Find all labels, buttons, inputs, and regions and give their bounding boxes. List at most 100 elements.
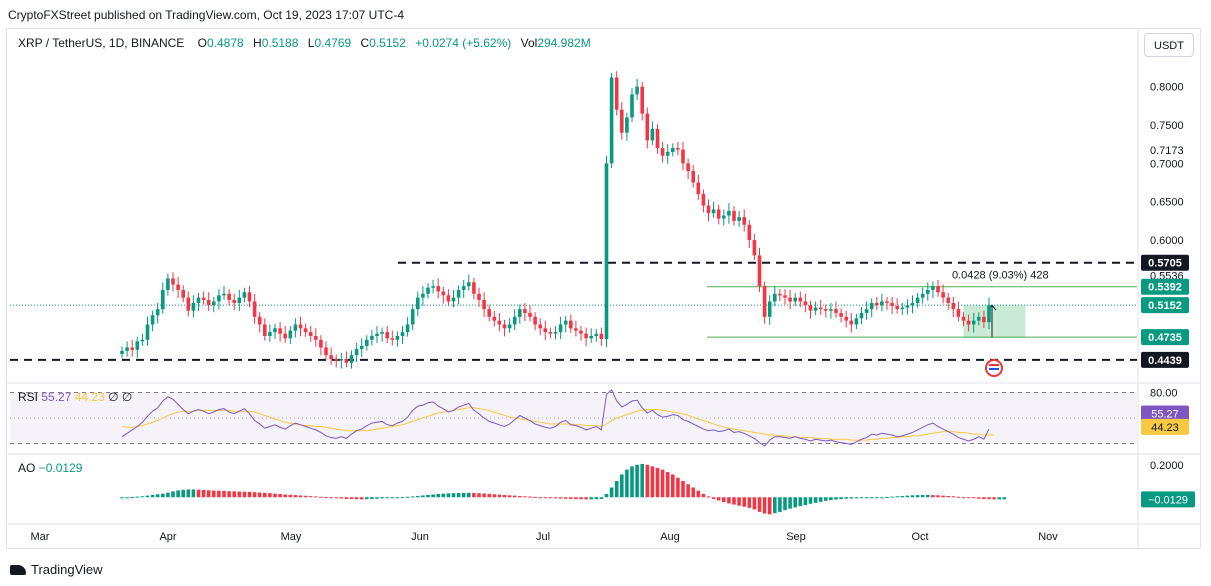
candle-body bbox=[793, 297, 797, 302]
candle-body bbox=[222, 293, 226, 296]
candle-body bbox=[212, 301, 216, 306]
ao-bar bbox=[757, 497, 762, 512]
candle-body bbox=[849, 320, 854, 325]
candle-body bbox=[900, 307, 905, 310]
ao-bar bbox=[875, 497, 879, 499]
ao-bar bbox=[518, 495, 522, 498]
ao-bar bbox=[487, 493, 491, 498]
price-label-text: 0.5392 bbox=[1148, 282, 1182, 294]
candle-body bbox=[150, 315, 155, 325]
candle-body bbox=[334, 358, 338, 361]
ao-bar bbox=[635, 464, 639, 498]
candle-body bbox=[574, 328, 578, 331]
volume-label: Vol bbox=[520, 36, 538, 50]
ao-name[interactable]: AO bbox=[18, 461, 36, 475]
candle-body bbox=[711, 209, 716, 214]
ao-bar bbox=[569, 497, 573, 499]
ao-bar bbox=[788, 497, 792, 509]
candle-body bbox=[936, 286, 940, 293]
candle-body bbox=[625, 117, 629, 133]
ao-bar bbox=[722, 497, 726, 503]
candle-body bbox=[727, 210, 731, 216]
candle-body bbox=[303, 328, 308, 333]
ao-bar bbox=[915, 495, 920, 498]
ao-bar bbox=[732, 497, 736, 505]
rsi-tick-label: 80.00 bbox=[1150, 388, 1178, 400]
ao-bar bbox=[839, 497, 843, 500]
symbol-title[interactable]: XRP / TetherUS, 1D, BINANCE bbox=[18, 36, 185, 50]
candle-body bbox=[416, 297, 420, 310]
candle-body bbox=[319, 339, 323, 348]
candle-body bbox=[278, 328, 282, 334]
candle-body bbox=[263, 324, 267, 336]
candle-body bbox=[171, 278, 175, 285]
candle-body bbox=[467, 282, 471, 287]
ao-bar bbox=[752, 497, 757, 510]
candle-body bbox=[242, 292, 247, 298]
candle-body bbox=[762, 286, 767, 317]
rsi-ma-text: 44.23 bbox=[1151, 422, 1179, 434]
ao-bar bbox=[120, 497, 124, 499]
candle-body bbox=[931, 286, 935, 290]
month-tick-label: Oct bbox=[911, 531, 928, 543]
candle-body bbox=[798, 297, 803, 302]
candle-body bbox=[293, 324, 298, 331]
rsi-empty-1: ∅ bbox=[108, 390, 119, 404]
ao-bar bbox=[161, 493, 165, 498]
candle-body bbox=[247, 292, 252, 302]
candle-body bbox=[757, 255, 762, 287]
ao-bar bbox=[237, 491, 242, 498]
ao-bar bbox=[803, 497, 808, 506]
tradingview-logo[interactable]: TradingView bbox=[10, 562, 103, 577]
candle-body bbox=[400, 332, 405, 336]
ao-bar bbox=[303, 495, 308, 498]
ao-bar bbox=[365, 497, 369, 500]
ao-bar bbox=[711, 497, 716, 499]
ao-bar bbox=[181, 489, 185, 498]
ao-bar bbox=[977, 497, 981, 499]
candle-body bbox=[599, 333, 604, 340]
candle-body bbox=[161, 289, 165, 310]
ao-bar bbox=[472, 493, 476, 498]
ao-bar bbox=[706, 496, 711, 498]
ao-bar bbox=[961, 497, 966, 499]
ao-bar bbox=[793, 497, 797, 508]
ao-bar bbox=[395, 497, 400, 499]
ao-bar bbox=[416, 495, 420, 498]
candle-body bbox=[834, 309, 838, 313]
candle-body bbox=[191, 302, 196, 311]
ao-bar bbox=[523, 496, 527, 498]
candle-body bbox=[512, 316, 517, 325]
candle-body bbox=[630, 94, 634, 118]
ao-bar bbox=[971, 497, 976, 499]
candle-body bbox=[594, 333, 599, 336]
ao-bar bbox=[558, 497, 563, 499]
ao-bar bbox=[308, 496, 313, 498]
ao-value-text: −0.0129 bbox=[1148, 494, 1188, 506]
candle-body bbox=[665, 151, 670, 156]
candle-body bbox=[752, 240, 757, 256]
measure-label: 0.0428 (9.03%) 428 bbox=[952, 270, 1049, 282]
candle-body bbox=[502, 324, 507, 329]
candle-body bbox=[961, 316, 966, 321]
candle-body bbox=[497, 320, 502, 325]
us-flag-stripe bbox=[989, 364, 999, 366]
ao-bar bbox=[140, 496, 145, 498]
ao-bar bbox=[533, 496, 537, 498]
currency-button[interactable]: USDT bbox=[1144, 33, 1194, 57]
ao-bar bbox=[594, 497, 599, 500]
ao-value-tag bbox=[1141, 491, 1195, 508]
ao-bar bbox=[405, 496, 410, 498]
candle-body bbox=[926, 289, 930, 294]
rsi-value-tag bbox=[1141, 405, 1189, 422]
candle-body bbox=[905, 305, 910, 308]
ao-bar bbox=[951, 496, 956, 498]
ao-bar bbox=[589, 497, 593, 500]
ao-bar bbox=[293, 495, 298, 498]
rsi-name[interactable]: RSI bbox=[18, 390, 39, 404]
ao-bar bbox=[686, 484, 690, 498]
ao-bar bbox=[946, 495, 950, 498]
candle-body bbox=[130, 347, 134, 350]
ao-bar bbox=[864, 497, 869, 499]
